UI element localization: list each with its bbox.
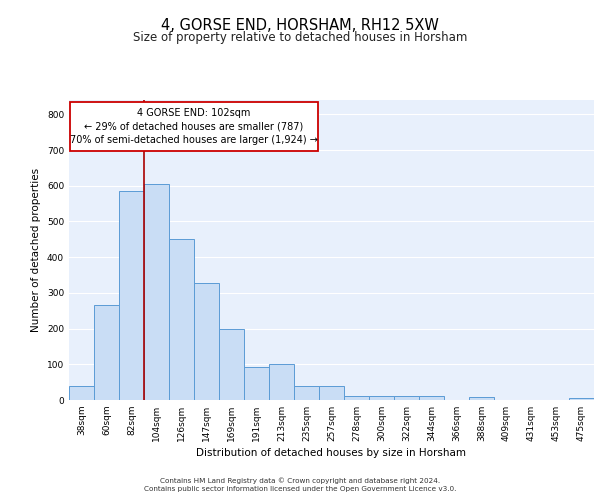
Bar [294, 386, 319, 400]
Bar [344, 396, 369, 400]
Bar [194, 283, 219, 400]
Bar [269, 364, 294, 400]
X-axis label: Distribution of detached houses by size in Horsham: Distribution of detached houses by size … [197, 448, 467, 458]
Bar [419, 396, 444, 400]
Bar [144, 184, 169, 400]
Bar [69, 386, 94, 400]
Bar [169, 240, 194, 400]
Bar [219, 330, 244, 400]
Text: 4, GORSE END, HORSHAM, RH12 5XW: 4, GORSE END, HORSHAM, RH12 5XW [161, 18, 439, 32]
Bar [394, 396, 419, 400]
Bar [319, 386, 344, 400]
Bar [369, 396, 394, 400]
Text: ← 29% of detached houses are smaller (787): ← 29% of detached houses are smaller (78… [85, 122, 304, 132]
Text: 70% of semi-detached houses are larger (1,924) →: 70% of semi-detached houses are larger (… [70, 135, 318, 145]
Text: 4 GORSE END: 102sqm: 4 GORSE END: 102sqm [137, 108, 251, 118]
Bar [244, 367, 269, 400]
Text: Contains HM Land Registry data © Crown copyright and database right 2024.
Contai: Contains HM Land Registry data © Crown c… [144, 478, 456, 492]
Bar [469, 397, 494, 400]
Bar [119, 191, 144, 400]
Bar [569, 398, 594, 400]
Bar [94, 306, 119, 400]
Text: Size of property relative to detached houses in Horsham: Size of property relative to detached ho… [133, 31, 467, 44]
FancyBboxPatch shape [70, 102, 318, 151]
Y-axis label: Number of detached properties: Number of detached properties [31, 168, 41, 332]
